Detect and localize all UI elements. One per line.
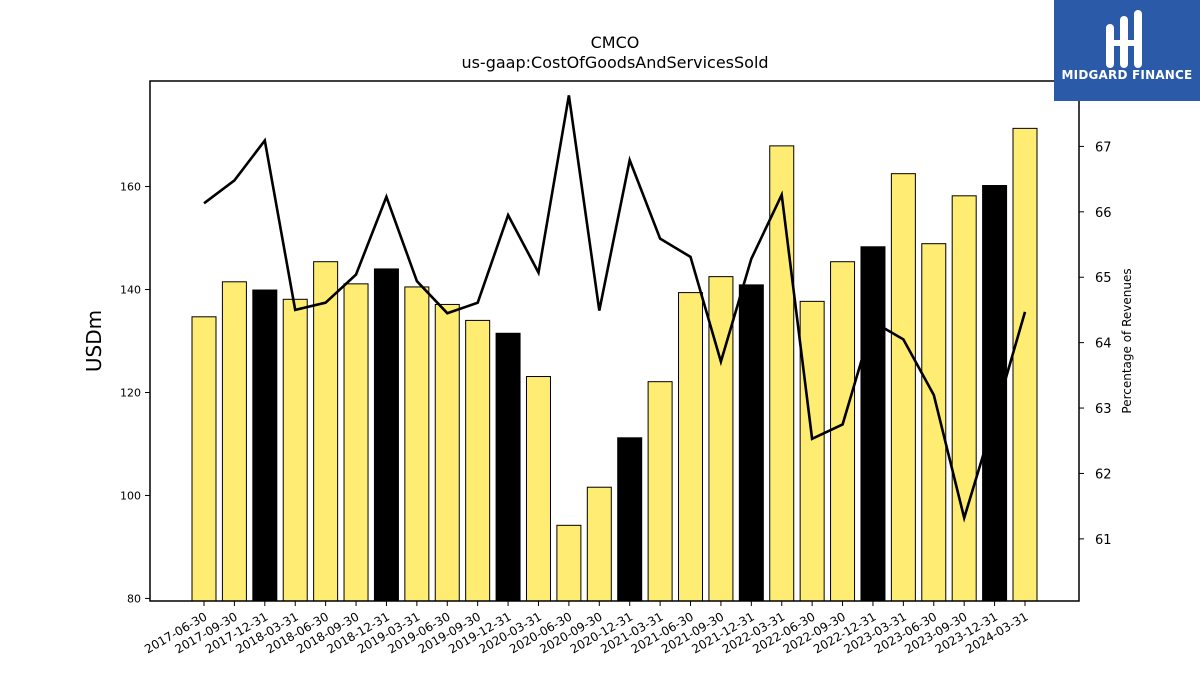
y-tick-label: 160: [120, 181, 141, 194]
y2-tick-label: 67: [1095, 140, 1112, 155]
midgard-finance-logo: MIDGARD FINANCE: [1054, 0, 1200, 101]
y-axis-label: USDm: [82, 310, 106, 372]
y-axis-left: 80 100 120 140 160: [120, 181, 150, 605]
x-axis: 2017-06-302017-09-302017-12-312018-03-31…: [142, 601, 1031, 656]
bar-2022-09-30: [830, 261, 856, 602]
y2-tick-label: 61: [1095, 533, 1112, 548]
bar-2024-03-31: [1012, 127, 1038, 602]
y-axis-right: 61 62 63 64 65 66 67: [1079, 140, 1112, 548]
logo-text: MIDGARD FINANCE: [1061, 68, 1193, 82]
percentage-line-series: [203, 95, 1027, 523]
bar-2018-12-31: [373, 268, 399, 602]
y2-tick-label: 63: [1095, 402, 1112, 417]
bar-2023-09-30: [951, 195, 977, 602]
y-tick-label: 100: [120, 489, 141, 502]
plot-frame: [149, 80, 1080, 602]
bar-2023-12-31: [982, 185, 1008, 602]
percentage-line: [203, 95, 1027, 523]
y2-tick-label: 62: [1095, 467, 1112, 482]
bar-2018-09-30: [343, 283, 369, 602]
bar-2023-03-31: [890, 173, 916, 602]
bar-2021-03-31: [647, 381, 673, 602]
bar-2020-12-31: [617, 437, 643, 602]
bar-2017-06-30: [191, 316, 217, 602]
bar-2021-12-31: [738, 284, 764, 602]
y2-axis-label: Percentage of Revenues: [1120, 268, 1134, 413]
bar-series: [191, 127, 1038, 602]
chart-title: CMCO: [591, 33, 640, 52]
bar-2017-09-30: [221, 281, 247, 602]
y2-tick-label: 65: [1095, 271, 1112, 286]
bar-2020-06-30: [556, 524, 582, 602]
bar-2018-06-30: [313, 261, 339, 602]
y-tick-label: 140: [120, 284, 141, 297]
y-tick-label: 80: [127, 592, 141, 605]
bar-2019-09-30: [465, 319, 491, 602]
bar-2019-03-31: [404, 286, 430, 602]
bar-2023-06-30: [921, 243, 947, 602]
logo-mark-icon: [1106, 10, 1142, 68]
bar-2019-06-30: [434, 303, 460, 602]
bar-2022-06-30: [799, 300, 825, 602]
bar-2021-06-30: [678, 292, 704, 602]
y2-tick-label: 64: [1095, 337, 1112, 352]
bar-2020-09-30: [586, 486, 612, 602]
y2-tick-label: 66: [1095, 206, 1112, 221]
bar-2018-03-31: [282, 298, 308, 602]
bar-2022-03-31: [769, 145, 795, 602]
bar-2017-12-31: [252, 289, 278, 602]
bar-2022-12-31: [860, 246, 886, 602]
bar-2020-03-31: [525, 376, 551, 602]
bar-2019-12-31: [495, 332, 521, 602]
y-tick-label: 120: [120, 386, 141, 399]
chart-subtitle: us-gaap:CostOfGoodsAndServicesSold: [461, 53, 768, 72]
bar-2021-09-30: [708, 276, 734, 602]
